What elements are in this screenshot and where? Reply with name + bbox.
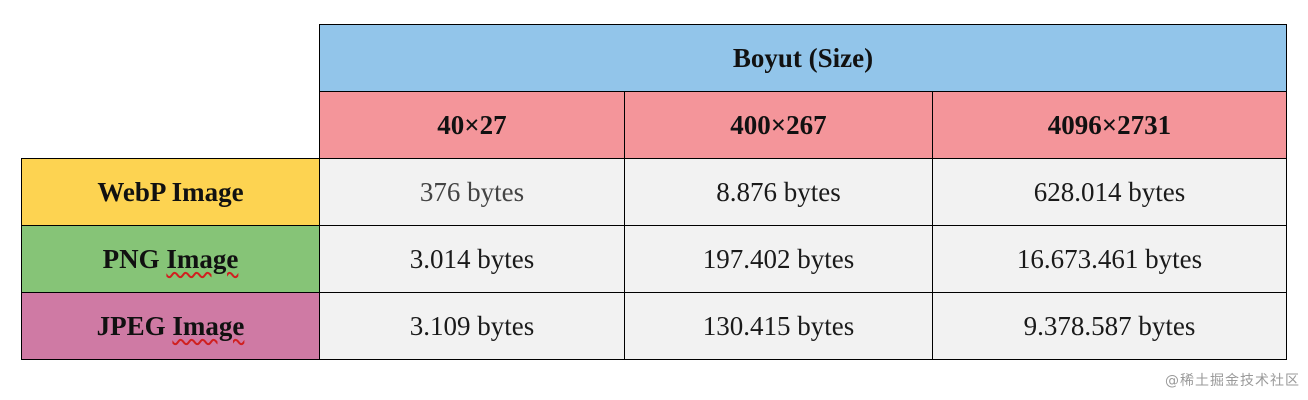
table-cell: 16.673.461 bytes bbox=[932, 225, 1287, 293]
table-cell: 9.378.587 bytes bbox=[932, 292, 1287, 360]
format-suffix: Image bbox=[172, 310, 245, 341]
empty-corner-cell bbox=[22, 25, 320, 159]
image-size-comparison-table: Boyut (Size) 40×27 400×267 4096×2731 Web… bbox=[21, 24, 1287, 360]
table-row-jpeg: JPEG Image 3.109 bytes 130.415 bytes 9.3… bbox=[21, 292, 1287, 360]
format-name: PNG bbox=[102, 243, 160, 274]
format-name: WebP bbox=[97, 176, 165, 207]
table-cell: 130.415 bytes bbox=[624, 292, 933, 360]
format-suffix: Image bbox=[164, 176, 244, 207]
watermark-text: @稀土掘金技术社区 bbox=[1165, 373, 1300, 389]
dimension-header-medium: 400×267 bbox=[624, 91, 933, 159]
dimension-header-small: 40×27 bbox=[319, 91, 625, 159]
table-row-webp: WebP Image 376 bytes 8.876 bytes 628.014… bbox=[21, 158, 1287, 226]
dimension-header-large: 4096×2731 bbox=[932, 91, 1287, 159]
table-cell: 628.014 bytes bbox=[932, 158, 1287, 226]
row-label-webp: WebP Image bbox=[21, 158, 320, 226]
dimension-header-row: 40×27 400×267 4096×2731 bbox=[22, 91, 1287, 159]
table-cell: 3.014 bytes bbox=[319, 225, 625, 293]
table-cell: 3.109 bytes bbox=[319, 292, 625, 360]
row-label-jpeg: JPEG Image bbox=[21, 292, 320, 360]
size-group-header: Boyut (Size) bbox=[319, 24, 1287, 92]
group-header-row: Boyut (Size) bbox=[22, 24, 1287, 92]
table-cell: 376 bytes bbox=[319, 158, 625, 226]
table-cell: 197.402 bytes bbox=[624, 225, 933, 293]
format-name: JPEG bbox=[96, 310, 166, 341]
table-cell: 8.876 bytes bbox=[624, 158, 933, 226]
row-label-png: PNG Image bbox=[21, 225, 320, 293]
format-suffix: Image bbox=[166, 243, 239, 274]
table-row-png: PNG Image 3.014 bytes 197.402 bytes 16.6… bbox=[21, 225, 1287, 293]
